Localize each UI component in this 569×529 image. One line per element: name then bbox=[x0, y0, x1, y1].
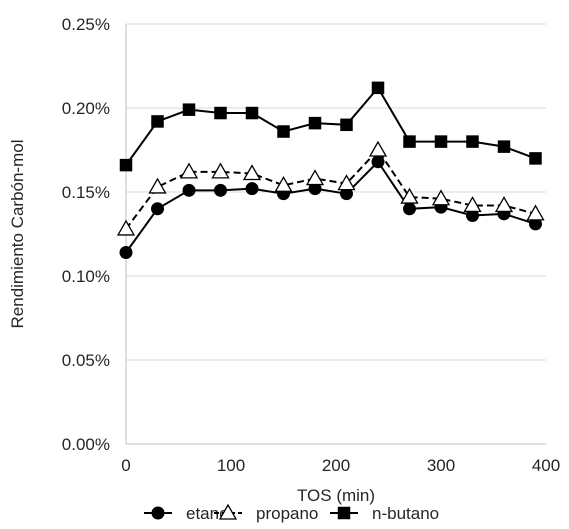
legend-label: propano bbox=[256, 504, 318, 523]
data-point-etano bbox=[529, 217, 542, 231]
data-point-propano bbox=[211, 162, 230, 179]
data-point-propano bbox=[526, 204, 545, 221]
data-point-n-butano bbox=[119, 158, 133, 172]
data-point-n-butano bbox=[529, 152, 542, 165]
x-tick-label: 0 bbox=[121, 456, 130, 475]
legend: etano propano n-butano bbox=[144, 503, 439, 523]
series-line-n-butano bbox=[125, 86, 536, 166]
data-point-n-butano bbox=[371, 81, 385, 95]
legend-label: etano bbox=[186, 504, 229, 523]
data-point-etano bbox=[308, 182, 322, 196]
data-point-etano bbox=[119, 245, 133, 259]
legend-marker bbox=[337, 506, 351, 520]
data-point-n-butano bbox=[403, 135, 416, 148]
y-axis-title: Rendimiento Carbón-mol bbox=[8, 140, 27, 329]
series-n-butano bbox=[119, 81, 542, 172]
data-point-propano bbox=[305, 169, 325, 186]
data-point-n-butano bbox=[466, 135, 479, 148]
y-tick-label: 0.00% bbox=[62, 435, 110, 454]
data-point-propano bbox=[337, 174, 356, 191]
data-point-propano bbox=[463, 196, 482, 213]
data-point-propano bbox=[431, 189, 451, 206]
data-point-n-butano bbox=[182, 103, 196, 116]
data-point-n-butano bbox=[214, 106, 227, 120]
series-group bbox=[116, 81, 545, 259]
y-tick-label: 0.05% bbox=[62, 351, 110, 370]
legend-marker bbox=[218, 503, 238, 520]
data-point-propano bbox=[179, 162, 199, 179]
x-tick-labels: 0 100 200 300 400 bbox=[121, 456, 560, 475]
data-point-etano bbox=[371, 155, 385, 169]
data-point-n-butano bbox=[340, 118, 353, 132]
series-propano bbox=[116, 140, 545, 236]
legend-marker bbox=[151, 506, 165, 520]
legend-label: n-butano bbox=[372, 504, 439, 523]
x-tick-label: 300 bbox=[427, 456, 455, 475]
y-tick-label: 0.15% bbox=[62, 183, 110, 202]
data-point-n-butano bbox=[308, 116, 322, 130]
data-point-etano bbox=[466, 209, 479, 223]
data-point-n-butano bbox=[497, 140, 511, 153]
data-point-etano bbox=[182, 183, 196, 197]
axes bbox=[125, 24, 546, 445]
data-point-propano bbox=[274, 175, 293, 192]
y-tick-labels: 0.00% 0.05% 0.10% 0.15% 0.20% 0.25% bbox=[62, 15, 110, 454]
data-point-etano bbox=[151, 202, 164, 216]
y-tick-label: 0.10% bbox=[62, 267, 110, 286]
data-point-propano bbox=[148, 177, 167, 194]
y-tick-label: 0.25% bbox=[62, 15, 110, 34]
data-point-etano bbox=[245, 182, 259, 196]
data-point-n-butano bbox=[245, 106, 259, 120]
data-point-propano bbox=[400, 187, 419, 204]
data-point-n-butano bbox=[277, 125, 290, 138]
legend-item-etano: etano bbox=[144, 504, 229, 523]
data-point-propano bbox=[368, 140, 388, 157]
legend-item-propano: propano bbox=[214, 503, 318, 523]
data-point-n-butano bbox=[151, 115, 164, 128]
x-axis-title: TOS (min) bbox=[297, 486, 375, 505]
data-point-n-butano bbox=[434, 135, 448, 148]
data-point-propano bbox=[242, 164, 262, 181]
data-point-etano bbox=[403, 202, 416, 216]
legend-item-n-butano: n-butano bbox=[330, 504, 439, 523]
x-tick-label: 400 bbox=[532, 456, 560, 475]
y-tick-label: 0.20% bbox=[62, 99, 110, 118]
data-point-propano bbox=[494, 196, 514, 213]
data-point-propano bbox=[116, 219, 136, 236]
data-point-etano bbox=[340, 187, 353, 201]
data-point-etano bbox=[214, 183, 227, 197]
x-tick-label: 200 bbox=[322, 456, 350, 475]
x-tick-label: 100 bbox=[217, 456, 245, 475]
